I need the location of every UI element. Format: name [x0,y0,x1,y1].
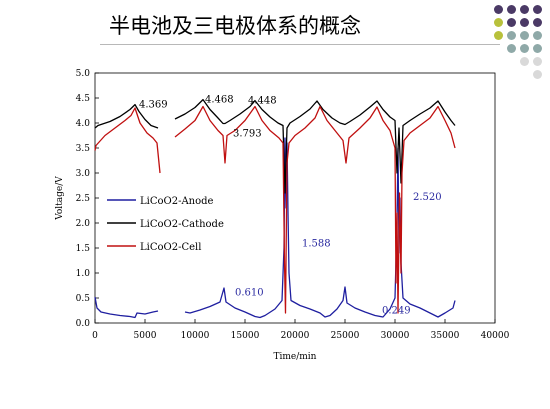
page-title: 半电池及三电极体系的概念 [109,14,361,38]
decorative-dot [520,5,529,14]
x-tick-label: 15000 [231,331,260,341]
data-annotation: 3.793 [233,128,262,139]
decorative-dot [507,31,516,40]
series-line-2 [94,107,161,174]
data-annotation: 0.610 [235,288,264,299]
data-annotation: 4.448 [248,96,277,107]
y-tick-label: 3.0 [76,169,91,179]
decorative-dot [533,44,542,53]
y-tick-label: 2.0 [76,219,91,229]
y-tick-label: 2.5 [76,194,91,204]
x-tick-label: 5000 [134,331,157,341]
series-line-0 [94,296,159,319]
y-axis-title: Voltage/V [55,176,65,221]
legend: LiCoO2-Anode LiCoO2-Cathode LiCoO2-Cell [107,196,224,253]
legend-label: LiCoO2-Cell [140,242,201,253]
x-tick-label: 35000 [431,331,460,341]
series-layer [94,98,456,319]
legend-label: LiCoO2-Cathode [140,219,224,230]
data-annotation: 2.520 [413,192,442,203]
y-tick-label: 1.5 [76,244,91,254]
x-tick-label: 30000 [381,331,410,341]
decorative-dot [520,31,529,40]
legend-label: LiCoO2-Anode [140,196,214,207]
x-tick-label: 25000 [331,331,360,341]
y-tick-label: 3.5 [76,144,91,154]
series-line-1 [94,103,159,129]
series-line-2 [174,105,456,314]
data-annotation: 0.249 [382,306,411,317]
decorative-dot [533,70,542,79]
data-annotation: 4.369 [139,100,168,111]
y-tick-label: 1.0 [76,269,91,279]
x-axis: 0 5000 10000 15000 20000 25000 30000 35000 40000 [92,319,510,341]
decorative-dot [533,5,542,14]
x-tick-label: 10000 [181,331,210,341]
x-tick-label: 20000 [281,331,310,341]
y-tick-label: 0.0 [76,319,91,329]
x-axis-title: Time/min [274,352,317,362]
x-tick-label: 40000 [481,331,510,341]
title-divider [100,44,500,45]
decorative-dot [507,18,516,27]
decorative-dot [533,57,542,66]
series-line-1 [174,98,456,194]
decorative-dot [533,18,542,27]
decorative-dot [533,31,542,40]
decorative-dot [494,18,503,27]
y-axis: 0.0 0.5 1.0 1.5 2.0 2.5 3.0 3.5 4.0 4.5 5.0 [76,69,99,329]
x-tick-label: 0 [92,331,98,341]
data-annotation: 1.588 [302,239,331,250]
y-tick-label: 0.5 [76,294,91,304]
decorative-dot [520,44,529,53]
y-tick-label: 5.0 [76,69,91,79]
decorative-dot [494,31,503,40]
data-annotation: 4.468 [205,95,234,106]
decorative-dot [507,44,516,53]
annotation-layer: 4.369 4.468 4.448 3.793 0.610 1.588 0.249 2.520 [139,95,442,317]
decorative-dot [494,5,503,14]
y-tick-label: 4.5 [76,94,91,104]
y-tick-label: 4.0 [76,119,91,129]
decorative-dot [507,5,516,14]
decorative-dot [520,18,529,27]
decorative-dot [520,57,529,66]
